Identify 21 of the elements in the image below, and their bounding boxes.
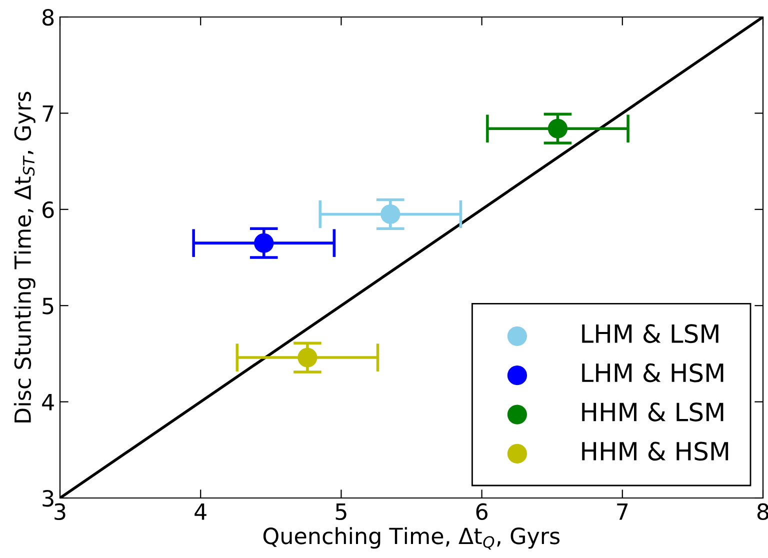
legend-label: LHM & HSM [582, 363, 724, 382]
x-tick-label: 5 [336, 504, 346, 520]
y-axis-title: Disc Stunting Time, Δt$_{ST}$, Gyrs [14, 92, 36, 422]
y-tick-label: 5 [42, 298, 54, 314]
y-tick-label: 8 [42, 8, 54, 26]
y-tick-label: 7 [42, 105, 54, 122]
legend-label: LHM & LSM [582, 324, 718, 344]
point [254, 233, 274, 253]
x-axis-title: Quenching Time, Δt$_{Q}$, Gyrs [263, 527, 560, 550]
x-tick-label: 7 [617, 504, 628, 520]
legend-label: HHM & LSM [582, 402, 724, 422]
legend-label: HHM & HSM [582, 442, 728, 461]
y-tick-label: 3 [42, 490, 54, 507]
x-tick-label: 4 [194, 504, 206, 520]
point [548, 118, 568, 138]
x-tick-label: 6 [476, 503, 488, 520]
y-tick-label: 6 [42, 201, 54, 218]
point [298, 348, 318, 368]
y-tick-label: 4 [42, 394, 54, 410]
point [380, 204, 400, 224]
x-tick-label: 3 [54, 503, 66, 520]
